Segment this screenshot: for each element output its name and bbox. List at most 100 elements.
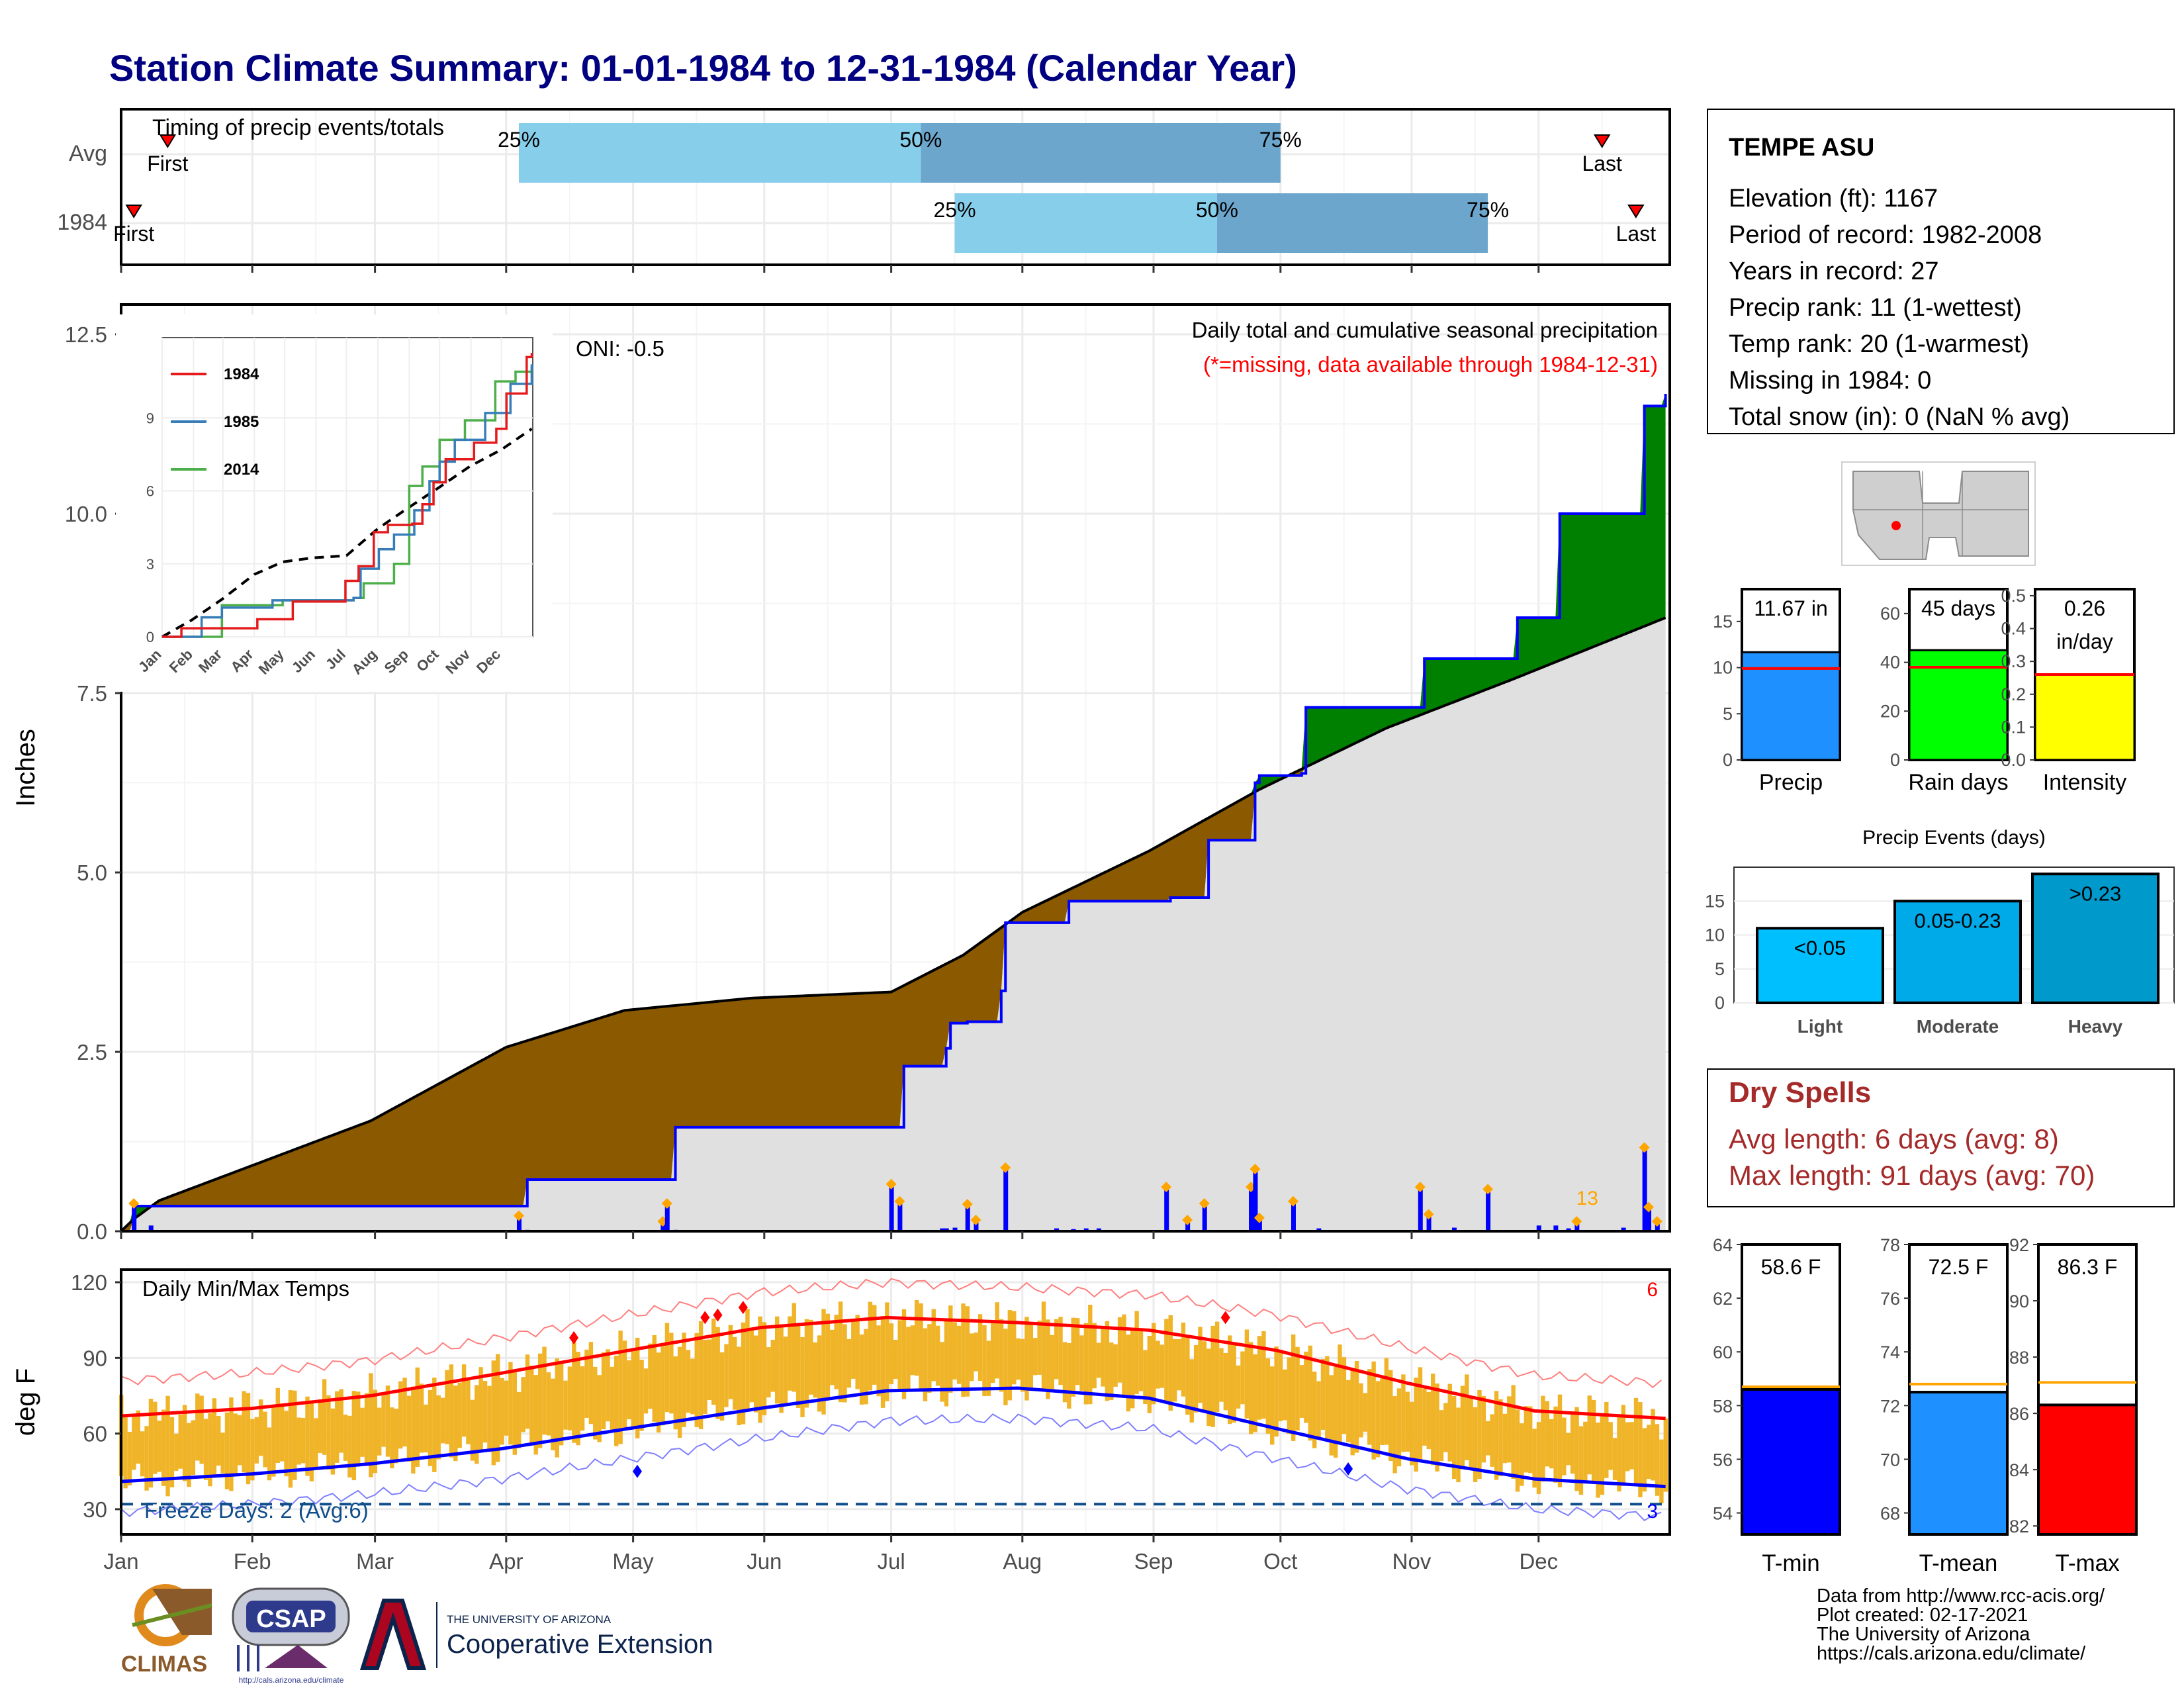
precip-extreme-marker: [661, 1198, 672, 1209]
daily-temp-bar: [246, 1393, 251, 1485]
summary-bars: 0 5 10 15 11.67 in Precip 0 20 40 60 45 days Rain d…: [1713, 586, 2136, 795]
precip-extremes-count: 13: [1576, 1188, 1598, 1209]
daily-temp-bar: [174, 1433, 179, 1471]
events-title: Precip Events (days): [1862, 827, 2046, 849]
inset-legend-label: 2014: [224, 461, 259, 479]
daily-precip-bar: [1083, 1228, 1089, 1231]
temps-y-tick: 90: [83, 1346, 107, 1370]
daily-temp-bar: [715, 1327, 720, 1419]
daily-temp-bar: [546, 1372, 551, 1436]
month-label: Aug: [1003, 1549, 1042, 1573]
month-axis: Jan Feb Mar Apr May Jun Jul Aug Sep Oct Nov Dec: [103, 265, 1558, 1573]
temp-bar-label: T-max: [2055, 1550, 2120, 1576]
temp-bar-y-tick: 76: [1880, 1289, 1900, 1309]
month-label: Jan: [103, 1549, 138, 1573]
daily-temp-bar: [123, 1417, 128, 1489]
daily-temp-bar: [1371, 1361, 1376, 1460]
daily-precip-bar: [148, 1225, 154, 1231]
record-low-marker: [633, 1464, 642, 1478]
cold-days-count: 3: [1647, 1501, 1658, 1523]
timing-avg-quantile-label: 75%: [1259, 128, 1302, 152]
daily-temp-bar: [220, 1432, 225, 1474]
daily-temp-bar: [906, 1327, 911, 1390]
daily-temp-bar: [491, 1360, 496, 1466]
summary-bar-label: Precip: [1759, 770, 1823, 795]
events-bar: [1893, 900, 2022, 1004]
precip-daily-bars: [128, 1142, 1662, 1231]
daily-temp-bar: [1062, 1342, 1068, 1403]
daily-temp-bar: [673, 1356, 678, 1430]
daily-temp-bar: [309, 1403, 314, 1481]
daily-precip-bar: [1185, 1222, 1191, 1231]
daily-temp-bar: [516, 1391, 522, 1448]
daily-temp-bar: [390, 1407, 394, 1469]
summary-bar-unit: in/day: [2056, 630, 2113, 653]
precip-y-tick: 10.0: [65, 502, 107, 526]
daily-temp-bar: [1138, 1328, 1144, 1391]
daily-temp-bar: [258, 1399, 263, 1456]
daily-temp-bar: [250, 1419, 255, 1481]
daily-temp-bar: [664, 1323, 670, 1413]
daily-temp-bar: [1050, 1335, 1054, 1391]
events-category: Light: [1797, 1016, 1843, 1037]
daily-temp-bar: [1392, 1395, 1397, 1474]
temp-bar-y-tick: 58: [1713, 1396, 1733, 1416]
daily-temp-bar: [1181, 1323, 1186, 1397]
daily-precip-bar: [952, 1227, 958, 1231]
daily-temp-bar: [1257, 1336, 1262, 1420]
daily-temp-bar: [1007, 1310, 1013, 1401]
daily-temp-bar: [690, 1358, 695, 1415]
daily-temp-bar: [876, 1325, 881, 1397]
daily-temp-bar: [326, 1395, 331, 1470]
inset-y-tick: 9: [146, 410, 154, 426]
daily-temp-bar: [788, 1316, 792, 1391]
station-line: Precip rank: 11 (1-wettest): [1729, 294, 2022, 322]
daily-temp-bar: [212, 1398, 217, 1476]
daily-temp-bar: [1316, 1381, 1321, 1439]
daily-temp-bar: [1198, 1327, 1203, 1403]
events-bar: [2031, 872, 2160, 1004]
daily-temp-bar: [132, 1413, 136, 1470]
month-label: Nov: [1392, 1549, 1432, 1573]
daily-temp-bar: [127, 1431, 132, 1485]
timing-year-q25-q50: [954, 193, 1217, 253]
temp-bar-y-tick: 74: [1880, 1342, 1900, 1362]
daily-temp-bar: [1359, 1383, 1363, 1438]
daily-temp-bar: [965, 1306, 970, 1397]
freeze-days-label: Freeze Days: 2 (Avg:6): [144, 1498, 369, 1523]
daily-temp-bar: [529, 1366, 534, 1443]
daily-temp-bar: [191, 1420, 196, 1476]
daily-temp-bar: [944, 1321, 949, 1407]
daily-temp-bar: [478, 1367, 483, 1451]
daily-temp-bar: [1160, 1344, 1165, 1388]
daily-temp-bar: [1079, 1335, 1084, 1391]
daily-temp-bar: [1193, 1344, 1199, 1413]
daily-temp-bar: [1629, 1422, 1634, 1470]
footer: CLIMAS CSAP http://cals.arizona.edu/clim…: [121, 1584, 2105, 1685]
daily-temp-bar: [1515, 1409, 1520, 1492]
precip-y-tick: 2.5: [77, 1040, 107, 1064]
daily-temp-bar: [347, 1415, 352, 1477]
daily-temp-bar: [445, 1370, 449, 1444]
daily-temp-bar: [1396, 1388, 1402, 1467]
precip-extreme-marker: [513, 1210, 524, 1221]
daily-temp-bar: [842, 1324, 847, 1403]
summary-bar-y-tick: 60: [1880, 604, 1900, 624]
precip-extreme-marker: [1643, 1201, 1655, 1213]
daily-temp-bar: [482, 1381, 488, 1443]
daily-temp-bar: [1342, 1357, 1347, 1434]
daily-temp-bar: [1122, 1314, 1126, 1397]
daily-temp-bar: [1261, 1331, 1266, 1419]
daily-temp-bar: [923, 1328, 928, 1401]
inset-y-tick: 0: [146, 629, 154, 645]
temp-bar-label: T-mean: [1919, 1550, 1998, 1576]
temps-body: [119, 1278, 1670, 1522]
daily-temp-bar: [1384, 1358, 1389, 1445]
daily-temp-bar: [1096, 1342, 1101, 1378]
daily-temp-bar: [834, 1315, 839, 1389]
events-bar-label: 0.05-0.23: [1915, 909, 2001, 932]
daily-temp-bar: [343, 1414, 348, 1461]
summary-bar-y-tick: 5: [1723, 704, 1733, 724]
daily-temp-bar: [610, 1366, 615, 1432]
